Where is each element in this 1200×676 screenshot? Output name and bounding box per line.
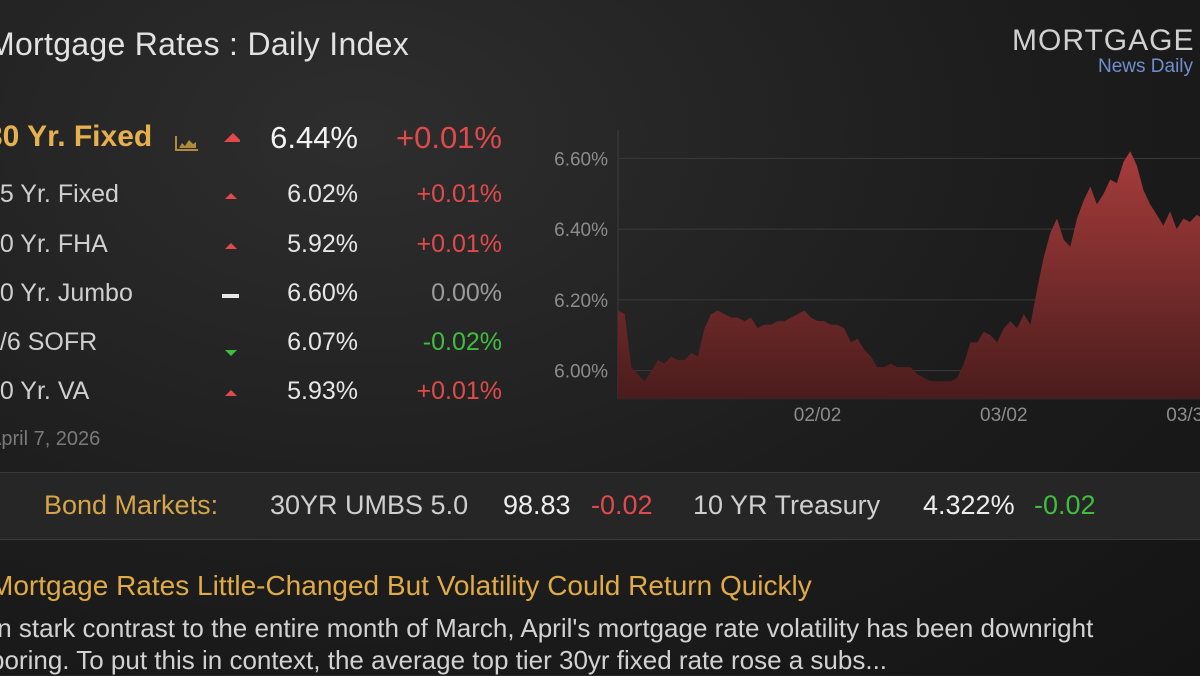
page-title: Mortgage Rates : Daily Index <box>0 26 410 62</box>
rate-change: -0.02% <box>422 328 502 356</box>
y-tick-label: 6.60% <box>554 149 608 170</box>
rate-name[interactable]: 30 Yr. Fixed <box>0 120 153 153</box>
rate-name[interactable]: 30 Yr. Jumbo <box>0 279 133 307</box>
as-of-date: April 7, 2026 <box>0 428 101 450</box>
article-excerpt: In stark contrast to the entire month of… <box>0 612 1190 676</box>
up-arrow-icon <box>224 133 240 142</box>
x-tick-label: 03/02 <box>980 405 1028 426</box>
chart-icon[interactable] <box>174 134 200 152</box>
x-tick-label: 02/02 <box>794 405 842 426</box>
mortgage-news-daily-logo[interactable]: MORTGAGE News Daily <box>1012 24 1195 77</box>
article-excerpt-line: boring. To put this in context, the aver… <box>0 645 888 675</box>
x-tick-label: 03/30 <box>1166 405 1200 426</box>
rate-change: 0.00% <box>431 279 502 307</box>
y-tick-label: 6.40% <box>554 220 608 241</box>
up-arrow-icon <box>225 390 237 396</box>
rate-history-chart[interactable]: 6.00% 6.20% 6.40% 6.60% 02/02 03/02 03/30 <box>520 118 1200 438</box>
treasury-name[interactable]: 10 YR Treasury <box>693 490 881 520</box>
rate-value: 6.60% <box>287 279 358 307</box>
rate-value: 5.92% <box>287 230 358 258</box>
up-arrow-icon <box>225 243 237 249</box>
y-tick-label: 6.00% <box>554 362 608 383</box>
rate-change: +0.01% <box>395 120 502 155</box>
article-headline[interactable]: Mortgage Rates Little-Changed But Volati… <box>0 570 812 601</box>
down-arrow-icon <box>225 350 237 356</box>
rate-area-series <box>618 151 1200 399</box>
rate-value: 6.07% <box>287 328 358 356</box>
treasury-change: -0.02 <box>1034 490 1096 520</box>
rate-value: 5.93% <box>287 377 358 405</box>
rate-change: +0.01% <box>416 377 503 405</box>
rate-value: 6.44% <box>270 120 358 155</box>
rate-name[interactable]: 30 Yr. FHA <box>0 230 108 258</box>
bond-markets-label: Bond Markets: <box>44 490 219 520</box>
umbs-name[interactable]: 30YR UMBS 5.0 <box>270 490 469 520</box>
treasury-value: 4.322% <box>923 490 1015 520</box>
rate-change: +0.01% <box>416 230 503 258</box>
rate-name[interactable]: 30 Yr. VA <box>0 377 90 405</box>
umbs-value: 98.83 <box>503 490 571 520</box>
umbs-change: -0.02 <box>591 490 653 520</box>
up-arrow-icon <box>225 193 237 199</box>
rate-name[interactable]: 5/6 SOFR <box>0 328 98 356</box>
rate-value: 6.02% <box>287 180 358 208</box>
y-tick-label: 6.20% <box>554 291 608 312</box>
article-excerpt-line: In stark contrast to the entire month of… <box>0 613 1094 643</box>
logo-subtitle: News Daily <box>1098 56 1194 77</box>
logo-wordmark: MORTGAGE <box>1012 24 1195 57</box>
bond-markets-bar: Bond Markets: 30YR UMBS 5.0 98.83 -0.02 … <box>0 472 1200 540</box>
rate-change: +0.01% <box>416 180 503 208</box>
rate-name[interactable]: 15 Yr. Fixed <box>0 180 119 208</box>
unchanged-dash-icon <box>222 294 239 298</box>
